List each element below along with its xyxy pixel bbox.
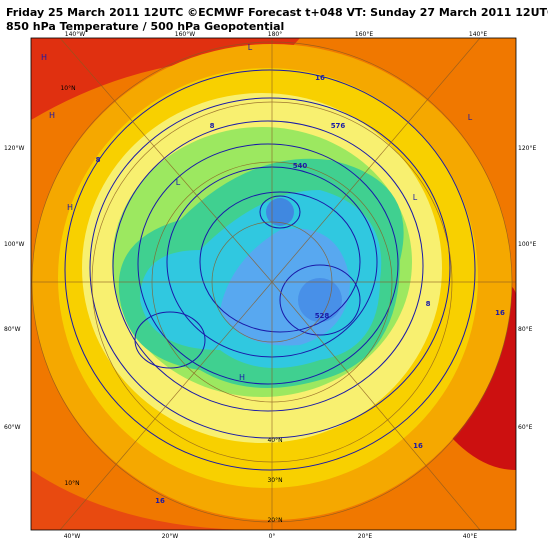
longitude-label: 40°W xyxy=(64,533,81,540)
longitude-label: 40°E xyxy=(463,533,478,540)
header-line1: Friday 25 March 2011 12UTC ©ECMWF Foreca… xyxy=(6,6,548,19)
pressure-center: L xyxy=(176,178,181,187)
pressure-center: H xyxy=(41,53,47,62)
longitude-label: 0° xyxy=(269,533,276,540)
map-field xyxy=(31,38,516,530)
longitude-label: 20°E xyxy=(358,533,373,540)
contour-label: 8 xyxy=(426,300,431,308)
longitude-label: 60°E xyxy=(518,424,533,431)
pressure-center: L xyxy=(413,193,418,202)
contour-label: 16 xyxy=(315,74,325,82)
longitude-label: 120°W xyxy=(4,145,24,152)
longitude-label: 20°W xyxy=(162,533,179,540)
longitude-label: 120°E xyxy=(518,145,536,152)
contour-label: 16 xyxy=(155,497,165,505)
longitude-label: 140°W xyxy=(65,31,85,38)
labels: 140°W 160°W 180° 160°E 140°E 40°W 20°W 0° 20°E 40… xyxy=(4,31,536,540)
map-frame xyxy=(30,37,517,531)
latitude-label: 10°N xyxy=(60,85,75,92)
contour-label: 576 xyxy=(331,122,346,130)
longitude-label: 180° xyxy=(268,31,282,38)
longitude-label: 160°E xyxy=(355,31,373,38)
longitude-label: 60°W xyxy=(4,424,21,431)
latitude-label: 10°N xyxy=(64,480,79,487)
contour-label: 8 xyxy=(210,122,215,130)
longitude-label: 100°W xyxy=(4,241,24,248)
pressure-center: L xyxy=(468,113,473,122)
longitude-label: 140°E xyxy=(469,31,487,38)
pressure-center: H xyxy=(67,203,73,212)
contour-label: 8 xyxy=(96,156,101,164)
header-line2: 850 hPa Temperature / 500 hPa Geopotenti… xyxy=(6,20,284,33)
pressure-center: H xyxy=(239,373,245,382)
pressure-center: H xyxy=(49,111,55,120)
contour-label: 540 xyxy=(293,162,308,170)
latitude-label: 40°N xyxy=(267,437,282,444)
longitude-label: 80°W xyxy=(4,326,21,333)
latitude-label: 20°N xyxy=(267,517,282,524)
longitude-label: 100°E xyxy=(518,241,536,248)
latitude-label: 30°N xyxy=(267,477,282,484)
longitude-label: 80°E xyxy=(518,326,533,333)
longitude-label: 160°W xyxy=(175,31,195,38)
contour-label: 16 xyxy=(413,442,423,450)
contour-label: 528 xyxy=(315,312,330,320)
contour-label: 16 xyxy=(495,309,505,317)
pressure-center: L xyxy=(248,43,253,52)
